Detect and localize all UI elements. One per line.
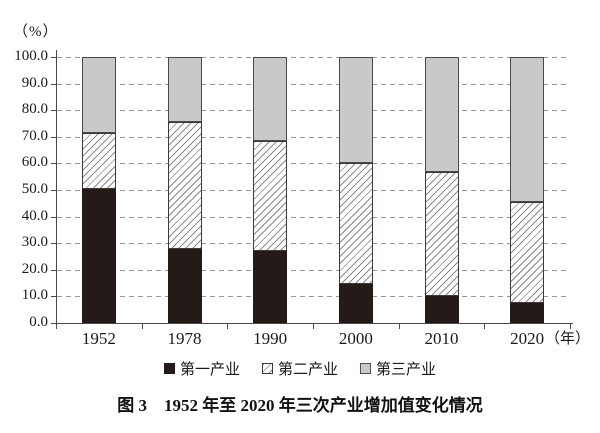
bar-2020 bbox=[510, 57, 545, 323]
plot-area bbox=[56, 57, 570, 323]
y-tick-10.0 bbox=[51, 296, 57, 298]
y-tick-label: 100.0 bbox=[14, 48, 48, 64]
gridline-90 bbox=[57, 83, 568, 85]
bar-1952 bbox=[81, 57, 116, 323]
y-tick-label: 80.0 bbox=[21, 101, 48, 118]
legend-item-primary-industry: 第一产业 bbox=[163, 358, 240, 379]
x-tick bbox=[227, 324, 229, 329]
bar-segment-2010-第一产业 bbox=[424, 295, 459, 323]
y-tick-60.0 bbox=[51, 163, 57, 165]
y-tick-100.0 bbox=[51, 57, 57, 58]
gridline-70 bbox=[57, 136, 568, 138]
bar-segment-1978-第一产业 bbox=[167, 249, 202, 323]
legend-label: 第三产业 bbox=[376, 362, 437, 378]
bar-segment-1978-第二产业 bbox=[167, 122, 202, 250]
x-axis-baseline bbox=[53, 323, 573, 324]
gridline-80 bbox=[57, 110, 568, 112]
bar-segment-2010-第三产业 bbox=[424, 57, 459, 172]
y-tick-label: 0.0 bbox=[29, 314, 48, 330]
bar-segment-1952-第二产业 bbox=[81, 133, 116, 189]
y-tick-70.0 bbox=[51, 136, 57, 138]
y-tick-label: 50.0 bbox=[21, 181, 48, 197]
x-tick-label-2010: 2010 bbox=[424, 329, 459, 348]
legend-swatch-diagonal-hatch-icon bbox=[261, 363, 273, 374]
y-tick-label: 40.0 bbox=[21, 207, 48, 224]
y-tick-90.0 bbox=[51, 83, 57, 85]
bar-2010 bbox=[424, 57, 459, 323]
y-tick-30.0 bbox=[51, 243, 57, 245]
gridline-40 bbox=[57, 216, 568, 218]
y-tick-label: 10.0 bbox=[21, 287, 48, 304]
x-tick bbox=[141, 324, 143, 329]
x-tick bbox=[56, 324, 57, 329]
gridline-60 bbox=[57, 163, 568, 165]
bar-segment-1978-第三产业 bbox=[167, 57, 202, 123]
y-axis-line bbox=[56, 50, 57, 324]
bar-1990 bbox=[253, 57, 288, 323]
y-tick-20.0 bbox=[51, 269, 57, 271]
bar-segment-2000-第二产业 bbox=[338, 162, 373, 284]
bar-1978 bbox=[167, 57, 202, 323]
gridline-50 bbox=[57, 190, 568, 191]
x-tick-label-1990: 1990 bbox=[253, 329, 288, 348]
bar-segment-2020-第二产业 bbox=[510, 201, 545, 303]
bar-segment-1990-第三产业 bbox=[253, 57, 288, 142]
legend-item-tertiary-industry: 第三产业 bbox=[360, 358, 436, 379]
figure-caption: 图 3 1952 年至 2020 年三次产业增加值变化情况 bbox=[117, 396, 483, 415]
x-tick bbox=[313, 324, 314, 329]
legend: 第一产业 第二产业 第三产业 bbox=[0, 358, 600, 379]
x-tick bbox=[570, 324, 571, 329]
bar-segment-2010-第二产业 bbox=[424, 171, 459, 296]
bar-2000 bbox=[338, 57, 373, 323]
x-tick-label-1952: 1952 bbox=[81, 329, 116, 348]
bar-segment-2000-第三产业 bbox=[338, 57, 373, 163]
y-tick-label: 90.0 bbox=[21, 74, 48, 91]
bar-segment-2020-第三产业 bbox=[510, 57, 545, 202]
y-tick-80.0 bbox=[51, 110, 57, 112]
bar-segment-1952-第一产业 bbox=[81, 188, 116, 323]
y-axis-unit-label: （%） bbox=[13, 24, 59, 40]
x-tick-label-2000: 2000 bbox=[338, 329, 373, 348]
legend-swatch-solid-black-icon bbox=[163, 363, 175, 374]
legend-swatch-solid-gray-icon bbox=[360, 363, 371, 374]
gridline-20 bbox=[57, 269, 568, 271]
x-tick bbox=[398, 324, 400, 329]
gridline-100 bbox=[57, 57, 568, 58]
x-tick bbox=[484, 324, 486, 329]
x-axis-unit-label: （年） bbox=[545, 331, 591, 347]
y-tick-40.0 bbox=[51, 216, 57, 218]
bar-segment-2020-第一产业 bbox=[510, 302, 545, 323]
y-tick-0.0 bbox=[51, 323, 57, 324]
bar-segment-1990-第二产业 bbox=[253, 141, 288, 251]
x-tick-label-2020: 2020 bbox=[510, 329, 545, 348]
x-tick-label-1978: 1978 bbox=[167, 329, 202, 348]
legend-item-secondary-industry: 第二产业 bbox=[261, 358, 338, 379]
gridline-10 bbox=[57, 296, 568, 298]
bar-segment-1990-第一产业 bbox=[253, 250, 288, 323]
bar-segment-1952-第三产业 bbox=[81, 57, 116, 134]
y-tick-label: 60.0 bbox=[21, 154, 48, 171]
y-tick-label: 70.0 bbox=[21, 127, 48, 144]
legend-label: 第一产业 bbox=[179, 362, 240, 378]
legend-label: 第二产业 bbox=[277, 362, 338, 378]
y-tick-label: 20.0 bbox=[21, 260, 48, 277]
gridline-30 bbox=[57, 243, 568, 245]
bar-segment-2000-第一产业 bbox=[338, 283, 373, 323]
y-tick-50.0 bbox=[51, 190, 57, 191]
y-tick-label: 30.0 bbox=[21, 234, 48, 251]
